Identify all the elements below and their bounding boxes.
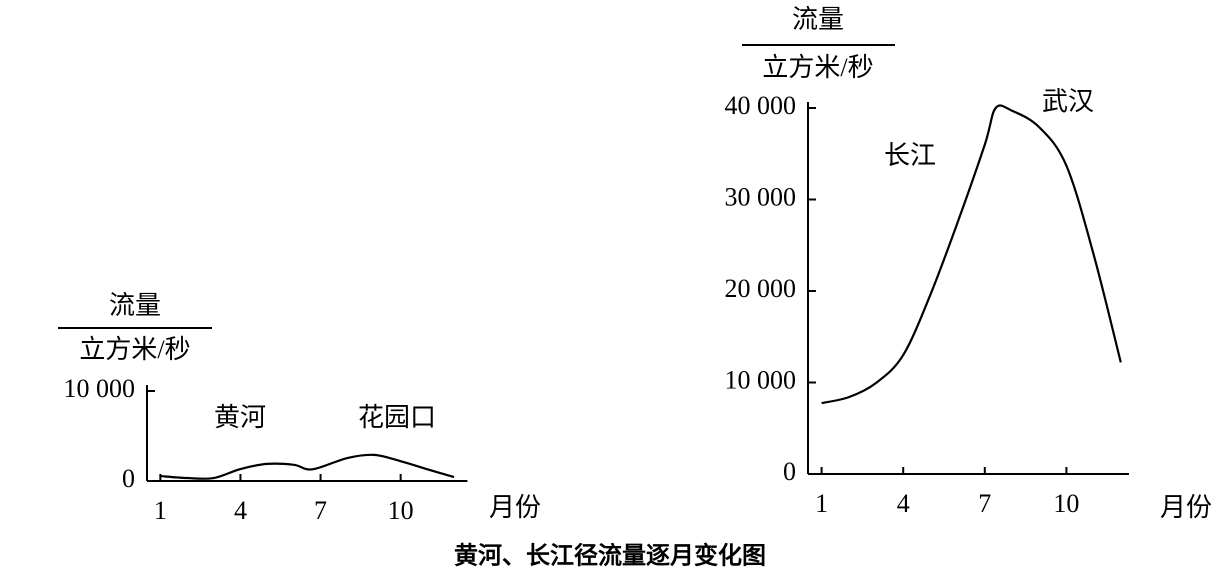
x-tick-label: 4 (234, 496, 247, 525)
y-label-denominator: 立方米/秒 (762, 53, 873, 82)
annotation: 黄河 (214, 403, 266, 432)
x-label: 月份 (489, 493, 541, 522)
x-tick-label: 10 (388, 496, 414, 525)
y-label-numerator: 流量 (792, 5, 844, 34)
x-tick-label: 1 (154, 496, 167, 525)
y-tick-label: 30 000 (725, 182, 797, 211)
annotation: 武汉 (1042, 87, 1094, 116)
line (160, 453, 455, 480)
y-tick-label: 10 000 (725, 365, 797, 394)
x-tick-label: 10 (1053, 489, 1079, 518)
x-tick-label: 1 (815, 489, 828, 518)
y-tick-label: 20 000 (725, 274, 797, 303)
annotation: 花园口 (358, 403, 436, 432)
y-label-numerator: 流量 (109, 291, 161, 320)
annotation: 长江 (884, 141, 936, 170)
x-tick-label: 7 (314, 496, 327, 525)
y-tick-label: 0 (122, 464, 135, 493)
y-label-denominator: 立方米/秒 (79, 335, 190, 364)
y-tick-label: 10 000 (64, 374, 136, 403)
caption: 黄河、长江径流量逐月变化图 (454, 542, 766, 570)
x-label: 月份 (1160, 493, 1212, 522)
y-tick-label: 40 000 (725, 91, 797, 120)
y-tick-label: 0 (783, 457, 796, 486)
x-tick-label: 4 (897, 489, 910, 518)
x-tick-label: 7 (978, 489, 991, 518)
line (821, 104, 1122, 405)
